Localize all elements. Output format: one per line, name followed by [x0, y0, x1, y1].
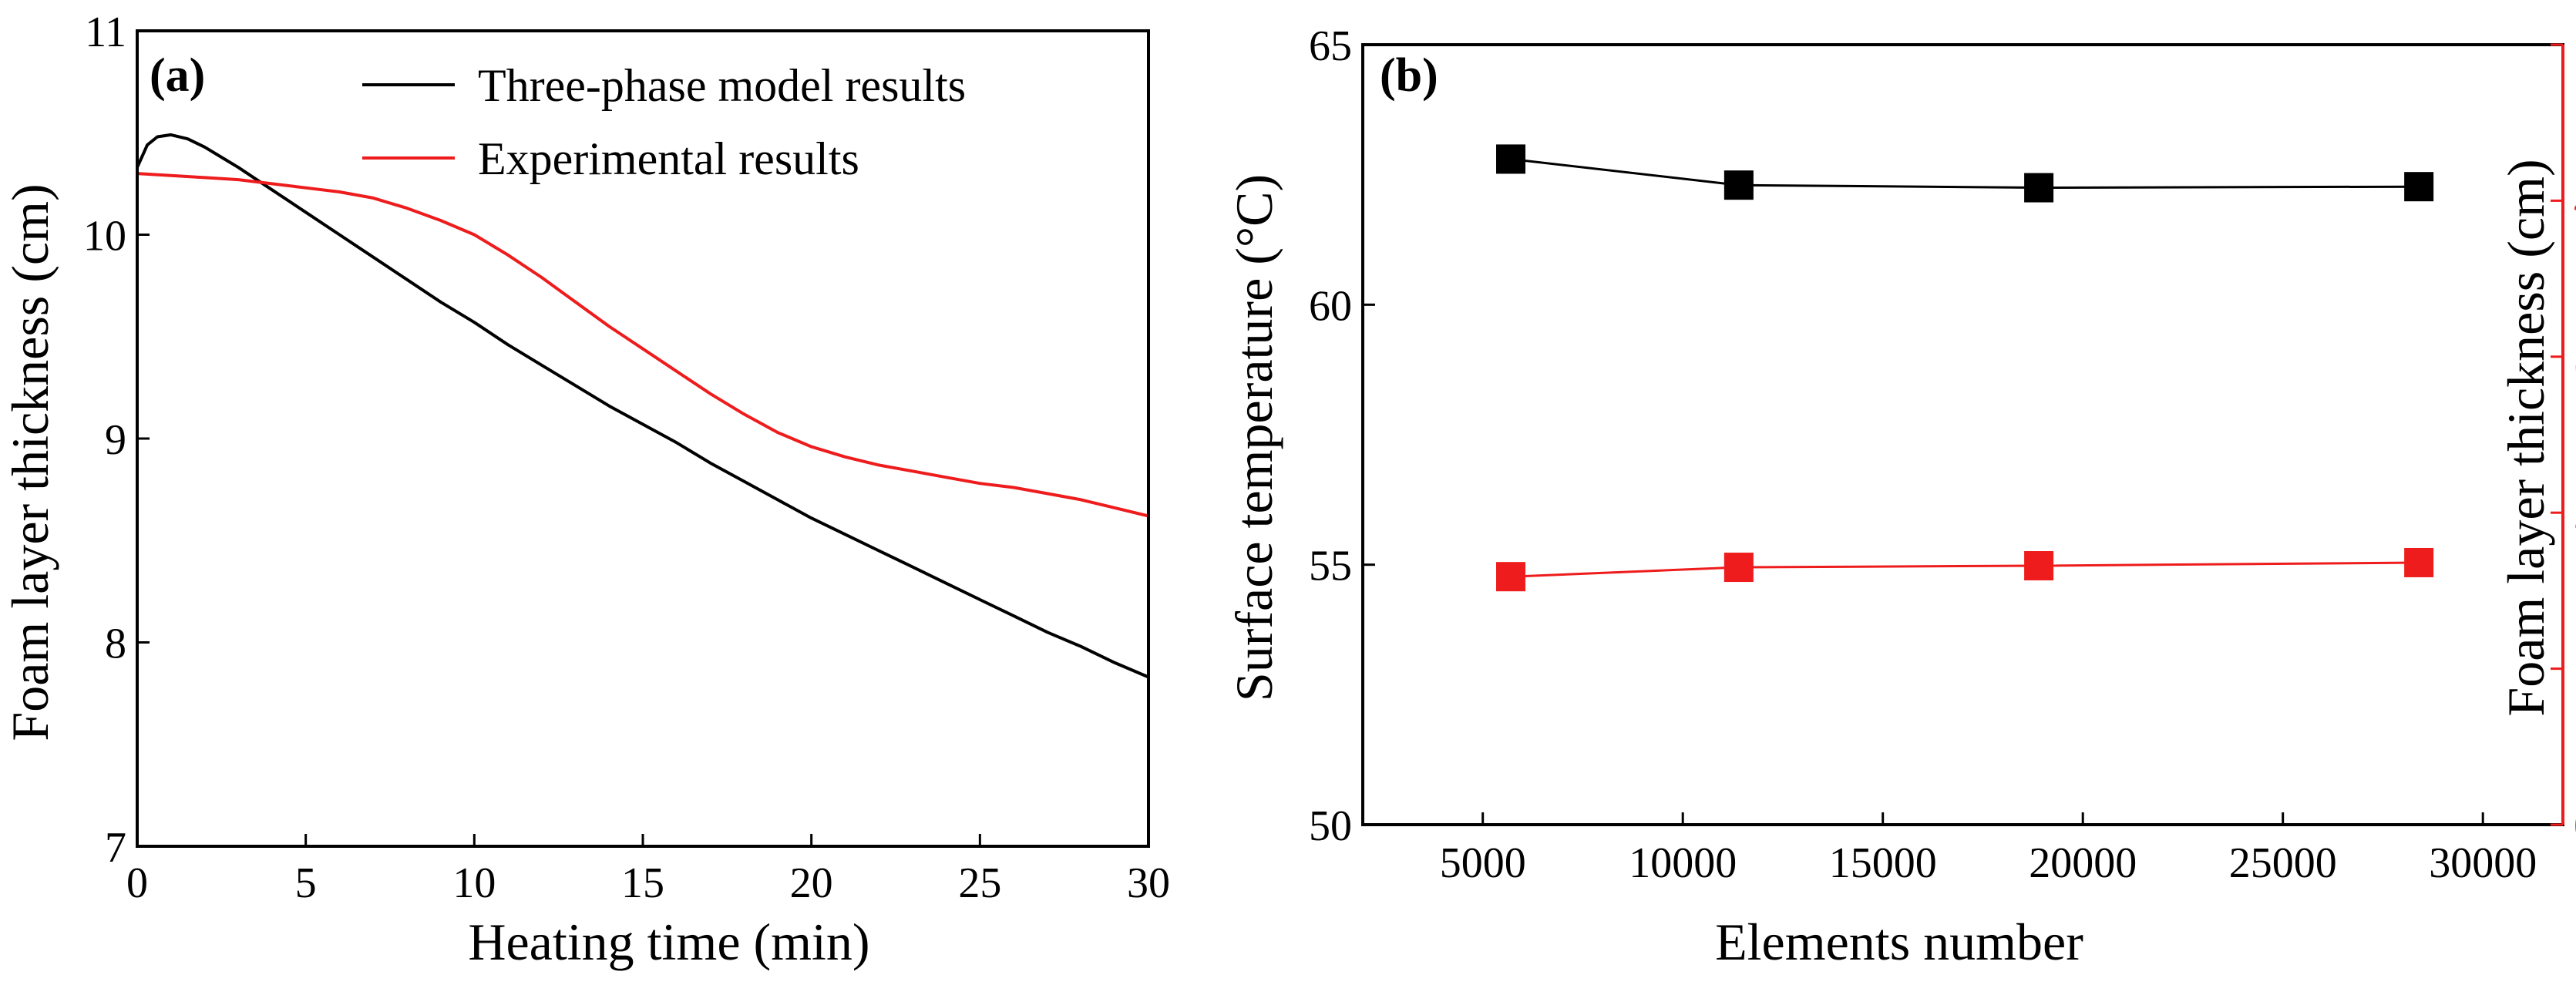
series-line-experimental [136, 172, 1149, 518]
panel-b-left-y-tick-label: 50 [1309, 802, 1352, 850]
foam-thickness-point [2404, 547, 2434, 577]
panel-b-x-tick-label: 30000 [2429, 839, 2537, 887]
foam-thickness-point [1723, 553, 1754, 583]
legend-label-model: Three-phase model results [478, 60, 966, 111]
series-line-three-phase-model [136, 133, 1149, 679]
panel-a-x-tick-label: 0 [126, 859, 148, 907]
panel-a-x-tick-label: 5 [295, 859, 317, 907]
panel-a-x-ticks: 0 5 10 15 20 25 30 [126, 834, 1170, 907]
panel-b-right-y-tick-label: 5 [2574, 22, 2576, 70]
panel-a-legend: Three-phase model results Experimental r… [362, 60, 966, 184]
foam-thickness-point [1496, 562, 1526, 592]
panel-b-x-tick-label: 20000 [2029, 839, 2137, 887]
panel-a-x-tick-label: 15 [621, 859, 664, 907]
panel-a-y-ticks: 7 8 9 10 11 [83, 8, 150, 872]
panel-a-y-tick-label: 8 [105, 620, 126, 668]
foam-thickness-point [2024, 551, 2054, 581]
panel-a-x-tick-label: 25 [958, 859, 1001, 907]
panel-b-right-y-tick-label: 2 [2574, 490, 2576, 538]
surface-temperature-point [1723, 170, 1754, 200]
panel-a-x-tick-label: 20 [790, 859, 833, 907]
panel-b-x-tick-label: 15000 [1829, 839, 1937, 887]
panel-b-right-y-tick-label: 0 [2574, 802, 2576, 850]
panel-a-label: (a) [150, 49, 205, 102]
panel-a-y-tick-label: 11 [85, 8, 126, 56]
panel-b-right-y-tick-label: 3 [2574, 334, 2576, 382]
panel-b-right-y-tick-label: 1 [2574, 647, 2576, 694]
panel-b-left-y-ticks: 50 55 60 65 [1309, 22, 1375, 850]
panel-b-label: (b) [1380, 49, 1438, 102]
panel-a-y-tick-label: 10 [83, 213, 126, 261]
panel-a-x-tick-label: 30 [1127, 859, 1170, 907]
panel-b-right-y-axis-title: Foam layer thickness (cm) [2497, 159, 2555, 716]
panel-b-series-layer [1496, 144, 2434, 592]
panel-b-x-tick-label: 10000 [1629, 839, 1737, 887]
panel-b-left-y-axis-title: Surface temperature (°C) [1225, 174, 1283, 701]
panel-b-left-y-tick-label: 60 [1309, 282, 1352, 330]
surface-temperature-point [2024, 173, 2054, 203]
panel-b-x-tick-label: 25000 [2229, 839, 2337, 887]
panel-b-right-y-tick-label: 4 [2574, 178, 2576, 226]
panel-b-x-tick-label: 5000 [1440, 839, 1526, 887]
panel-a-x-tick-label: 10 [452, 859, 496, 907]
legend-label-experimental: Experimental results [478, 133, 859, 184]
foam-thickness-line [1510, 561, 2420, 578]
panel-a-y-axis-title: Foam layer thickness (cm) [1, 183, 59, 741]
panel-b-left-y-tick-label: 55 [1309, 543, 1352, 590]
surface-temperature-point [1496, 144, 1526, 174]
panel-b-x-ticks: 5000 10000 15000 20000 25000 30000 [1440, 812, 2537, 887]
surface-temperature-line [1510, 157, 2420, 190]
panel-a-y-tick-label: 9 [105, 416, 126, 464]
surface-temperature-point [2404, 172, 2434, 202]
panel-b-x-axis-title: Elements number [1715, 913, 2083, 971]
panel-b-left-y-tick-label: 65 [1309, 22, 1352, 70]
panel-a-series-layer [136, 133, 1149, 679]
panel-b-right-y-ticks: 0 1 2 3 4 5 [2551, 22, 2576, 850]
panel-a-y-tick-label: 7 [105, 824, 126, 872]
panel-a-x-axis-title: Heating time (min) [468, 913, 869, 971]
